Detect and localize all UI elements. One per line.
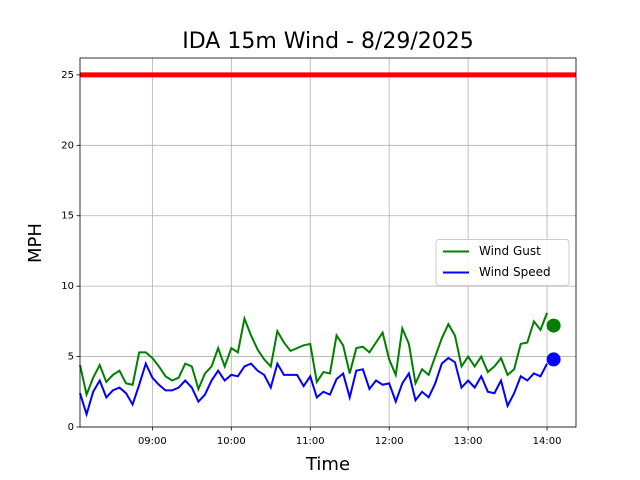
- x-axis-label: Time: [305, 454, 350, 475]
- x-tick-label: 13:00: [454, 436, 483, 447]
- y-tick-label: 20: [61, 140, 74, 151]
- legend-label: Wind Gust: [479, 244, 541, 258]
- y-axis-label: MPH: [25, 223, 46, 263]
- series-line: [79, 312, 548, 399]
- x-tick-label: 14:00: [533, 436, 562, 447]
- x-tick-label: 11:00: [296, 436, 325, 447]
- y-tick-label: 5: [68, 352, 74, 363]
- chart-title: IDA 15m Wind - 8/29/2025: [182, 29, 474, 54]
- latest-marker: [546, 352, 561, 367]
- y-tick-label: 15: [61, 211, 74, 222]
- y-tick-label: 25: [61, 70, 74, 81]
- series-line: [79, 356, 548, 418]
- axes-frame: [79, 57, 577, 428]
- x-tick-label: 12:00: [375, 436, 404, 447]
- legend-label: Wind Speed: [479, 265, 551, 279]
- y-tick-label: 10: [61, 281, 74, 292]
- legend-box: [435, 239, 570, 286]
- y-tick-label: 0: [68, 422, 74, 433]
- latest-marker: [546, 318, 561, 333]
- x-tick-label: 10:00: [217, 436, 246, 447]
- x-tick-label: 09:00: [138, 436, 167, 447]
